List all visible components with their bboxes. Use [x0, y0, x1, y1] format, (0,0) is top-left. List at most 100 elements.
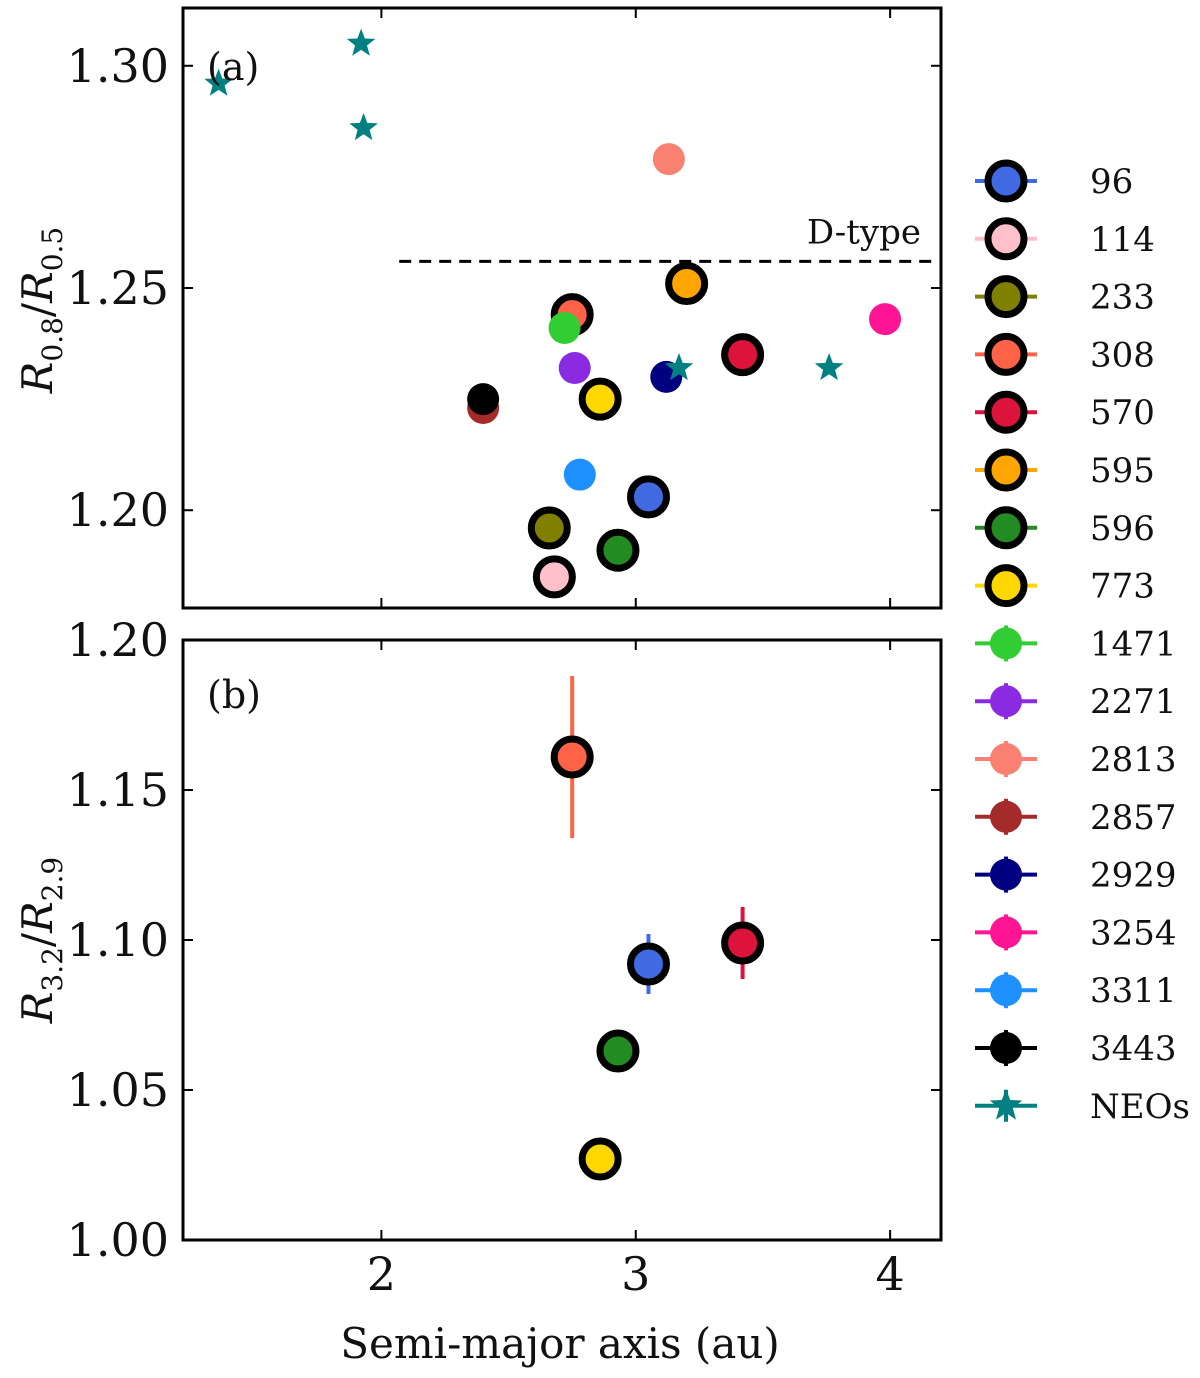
legend-entry-3311: 3311: [975, 971, 1177, 1011]
point-2813: [652, 143, 685, 176]
point-3254: [869, 303, 902, 336]
panel-a-x-ticks: [380, 8, 892, 608]
x-tick-label: 3: [621, 1247, 650, 1301]
legend-entry-2813: 2813: [975, 740, 1177, 780]
legend-entry-570: 570: [975, 390, 1155, 434]
panel-b-frame: [181, 638, 943, 1242]
legend-entry-595: 595: [975, 448, 1155, 492]
legend-marker: [984, 448, 1028, 492]
legend-entry-1471: 1471: [975, 624, 1177, 664]
legend-label: 3443: [1090, 1029, 1177, 1069]
point-NEOs: [349, 113, 378, 141]
panel-a-frame: [181, 6, 943, 610]
y-tick-label: 1.30: [67, 39, 169, 93]
d-type-label: D-type: [807, 212, 921, 252]
point-308: [550, 735, 594, 779]
legend-marker: [990, 743, 1022, 775]
legend-marker: [984, 159, 1028, 203]
panel-b-label: (b): [207, 673, 261, 717]
point-NEOs: [346, 28, 376, 56]
legend-entry-96: 96: [975, 159, 1133, 203]
legend-entry-3443: 3443: [975, 1029, 1177, 1069]
panel-a-y-ticks: 1.20 1.25 1.30: [67, 39, 941, 537]
legend-entry-233: 233: [975, 275, 1155, 319]
legend-label: 1471: [1090, 624, 1177, 664]
legend-marker: [989, 1088, 1023, 1120]
y-tick-label: 1.10: [67, 913, 169, 967]
x-axis-title: Semi-major axis (au): [340, 1319, 780, 1368]
a-ylabel-sub2: 0.5: [36, 227, 69, 272]
point-595: [665, 262, 709, 306]
b-ylabel-sub1: 3.2: [36, 947, 69, 992]
b-ylabel-r1: R: [13, 992, 62, 1025]
point-3443: [467, 383, 500, 416]
b-ylabel-sub2: 2.9: [36, 857, 69, 902]
legend-entry-2929: 2929: [975, 856, 1177, 896]
legend-label: 595: [1090, 451, 1155, 491]
point-570: [721, 333, 765, 377]
y-tick-label: 1.00: [67, 1213, 169, 1267]
point-96: [626, 475, 670, 519]
legend-label: 3254: [1090, 913, 1177, 953]
legend-label: 773: [1090, 567, 1155, 607]
a-ylabel-r2: R: [13, 271, 62, 304]
point-NEOs: [664, 353, 694, 381]
point-773: [578, 1137, 622, 1181]
a-ylabel-sub1: 0.8: [36, 317, 69, 362]
legend-label: 3311: [1090, 971, 1177, 1011]
legend-marker: [990, 800, 1022, 833]
panel-a-label: (a): [207, 45, 259, 89]
legend-entry-596: 596: [975, 506, 1155, 550]
legend-label: 2813: [1090, 740, 1177, 780]
x-tick-label: 4: [875, 1247, 904, 1301]
panel-b-y-ticks: 1.00 1.05 1.10 1.15 1.20: [67, 613, 941, 1267]
legend-marker: [990, 974, 1022, 1007]
legend-entry-114: 114: [975, 217, 1155, 261]
point-596: [596, 528, 640, 572]
legend-marker: [990, 685, 1022, 718]
legend-label: NEOs: [1090, 1087, 1190, 1127]
panel-b-x-ticks: 2 3 4: [367, 640, 905, 1301]
point-114: [532, 555, 576, 599]
legend-marker: [984, 564, 1028, 608]
panel-a-y-axis-title: R0.8/R0.5: [13, 227, 69, 394]
legend-label: 596: [1090, 509, 1155, 549]
legend-marker: [984, 332, 1028, 376]
legend-marker: [990, 916, 1022, 949]
legend-entry-308: 308: [975, 332, 1155, 376]
panel-b: 1.00 1.05 1.10 1.15 1.20 2 3 4 (b) R3.2/R2.9 S…: [13, 613, 943, 1368]
legend-label: 96: [1090, 162, 1133, 202]
legend-marker: [990, 858, 1022, 891]
y-tick-label: 1.25: [67, 261, 169, 315]
legend-marker: [984, 217, 1028, 261]
point-NEOs: [814, 353, 844, 381]
legend-label: 2271: [1090, 682, 1177, 722]
point-596: [596, 1029, 640, 1073]
point-3311: [563, 458, 596, 491]
legend-entry-2857: 2857: [975, 798, 1177, 838]
panel-a: 1.20 1.25 1.30 D-type (a) R0.8/R0.5: [13, 6, 943, 610]
legend-marker: [990, 627, 1022, 660]
x-tick-label: 2: [367, 1247, 396, 1301]
point-233: [527, 506, 571, 550]
y-tick-label: 1.15: [67, 763, 169, 817]
y-tick-label: 1.20: [67, 483, 169, 537]
legend-marker: [984, 390, 1028, 434]
legend-label: 114: [1090, 220, 1155, 260]
legend-marker: [990, 1032, 1022, 1064]
legend-label: 2857: [1090, 798, 1177, 838]
panel-b-y-axis-title: R3.2/R2.9: [13, 857, 69, 1024]
legend-entry-NEOs: NEOs: [975, 1087, 1190, 1127]
legend: 96 114 233 308 570 595 596 773 1471 2271 2813 2857 2…: [975, 159, 1190, 1127]
y-tick-label: 1.05: [67, 1063, 169, 1117]
panel-a-points: [204, 28, 902, 599]
legend-label: 233: [1090, 278, 1155, 318]
legend-entry-2271: 2271: [975, 682, 1177, 722]
legend-entry-3254: 3254: [975, 913, 1177, 953]
y-tick-label: 1.20: [67, 613, 169, 667]
legend-label: 2929: [1090, 856, 1177, 896]
panel-b-points: [550, 676, 765, 1181]
point-NEOs: [204, 68, 233, 96]
point-96: [626, 942, 670, 986]
